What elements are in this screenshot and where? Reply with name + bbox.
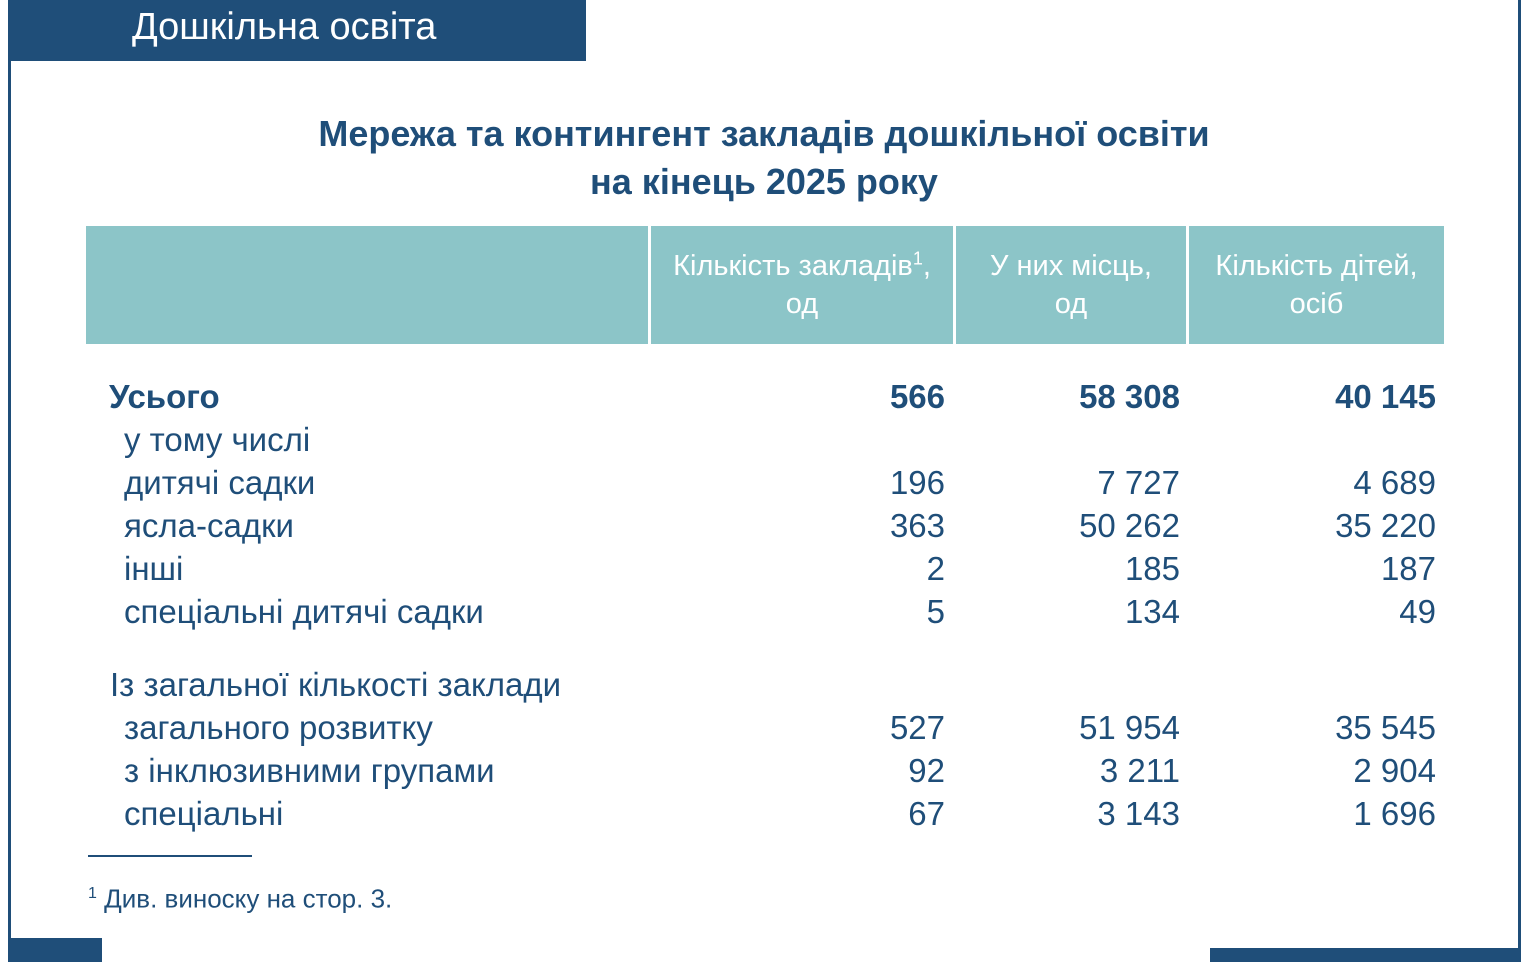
row-value-places: 58 308 — [1079, 378, 1180, 415]
table-header: Кількість закладів1, од У них місць, од … — [86, 226, 1444, 344]
row-value-institutions: 5 — [926, 593, 945, 630]
row-label: дитячі садки — [124, 464, 316, 501]
header-places-label: У них місць, — [990, 250, 1152, 282]
page-frame-right — [1518, 0, 1521, 950]
row-label: спеціальні — [124, 795, 284, 832]
row-value-children: 49 — [1399, 593, 1436, 630]
row-label: інші — [124, 550, 184, 587]
row-value-places: 7 727 — [1097, 464, 1180, 501]
header-institutions-footnote-mark: 1 — [912, 248, 923, 269]
table-row: спеціальні 67 3 143 1 696 — [0, 794, 1528, 834]
row-value-children: 35 545 — [1335, 709, 1436, 746]
section-tab-label: Дошкільна освіта — [132, 6, 437, 48]
row-value-institutions: 527 — [889, 709, 945, 746]
table-row: спеціальні дитячі садки 5 134 49 — [0, 592, 1528, 632]
row-value-institutions: 67 — [908, 795, 945, 832]
decor-bar-bottom-right — [1210, 948, 1521, 962]
table-row-subgroup-heading: Із загальної кількості заклади — [0, 665, 1528, 705]
header-institutions-suffix: , — [922, 250, 931, 282]
header-cell-places: У них місць, од — [956, 226, 1186, 344]
table-title: Мережа та контингент закладів дошкільної… — [0, 110, 1528, 206]
row-label: у тому числі — [124, 421, 311, 458]
row-value-places: 134 — [1124, 593, 1180, 630]
header-cell-empty — [86, 226, 648, 344]
table-row: з інклюзивними групами 92 3 211 2 904 — [0, 751, 1528, 791]
header-institutions-label: Кількість закладів — [673, 250, 913, 282]
table-row: інші 2 185 187 — [0, 549, 1528, 589]
row-value-children: 2 904 — [1353, 752, 1436, 789]
table-row: дитячі садки 196 7 727 4 689 — [0, 463, 1528, 503]
row-value-institutions: 566 — [889, 378, 945, 415]
row-label: спеціальні дитячі садки — [124, 593, 484, 630]
row-value-children: 187 — [1380, 550, 1436, 587]
row-label: ясла-садки — [124, 507, 294, 544]
table-row: загального розвитку 527 51 954 35 545 — [0, 708, 1528, 748]
row-label: Усього — [109, 378, 220, 415]
header-places-unit: од — [1054, 288, 1088, 320]
row-value-places: 3 143 — [1097, 795, 1180, 832]
row-value-children: 1 696 — [1353, 795, 1436, 832]
table-row: ясла-садки 363 50 262 35 220 — [0, 506, 1528, 546]
footnote-text: Див. виноску на стор. 3. — [96, 883, 393, 914]
row-value-children: 40 145 — [1335, 378, 1436, 415]
footnote-mark: 1 — [88, 885, 97, 902]
table-title-line-2: на кінець 2025 року — [590, 161, 938, 202]
row-value-institutions: 363 — [889, 507, 945, 544]
row-label: загального розвитку — [124, 709, 433, 746]
row-value-places: 50 262 — [1079, 507, 1180, 544]
header-cell-institutions: Кількість закладів1, од — [651, 226, 953, 344]
row-label: з інклюзивними групами — [124, 752, 495, 789]
footnote: 1 Див. виноску на стор. 3. — [88, 878, 392, 915]
row-value-places: 3 211 — [1099, 752, 1180, 789]
row-value-children: 4 689 — [1353, 464, 1436, 501]
footnote-divider — [88, 855, 252, 857]
row-label: Із загальної кількості заклади — [110, 666, 562, 703]
header-children-unit: осіб — [1289, 288, 1344, 320]
section-tab: Дошкільна освіта — [8, 0, 586, 61]
row-value-institutions: 92 — [908, 752, 945, 789]
table-title-line-1: Мережа та контингент закладів дошкільної… — [318, 113, 1210, 154]
row-value-children: 35 220 — [1335, 507, 1436, 544]
row-value-institutions: 2 — [926, 550, 945, 587]
row-value-institutions: 196 — [889, 464, 945, 501]
header-institutions-unit: од — [785, 288, 819, 320]
row-value-places: 51 954 — [1079, 709, 1180, 746]
table-row-including: у тому числі — [0, 420, 1528, 460]
row-value-places: 185 — [1124, 550, 1180, 587]
header-cell-children: Кількість дітей, осіб — [1189, 226, 1444, 344]
page-frame-left — [8, 0, 11, 940]
table-row-total: Усього 566 58 308 40 145 — [0, 377, 1528, 417]
header-children-label: Кількість дітей, — [1215, 250, 1418, 282]
decor-bar-bottom-left — [8, 938, 102, 962]
